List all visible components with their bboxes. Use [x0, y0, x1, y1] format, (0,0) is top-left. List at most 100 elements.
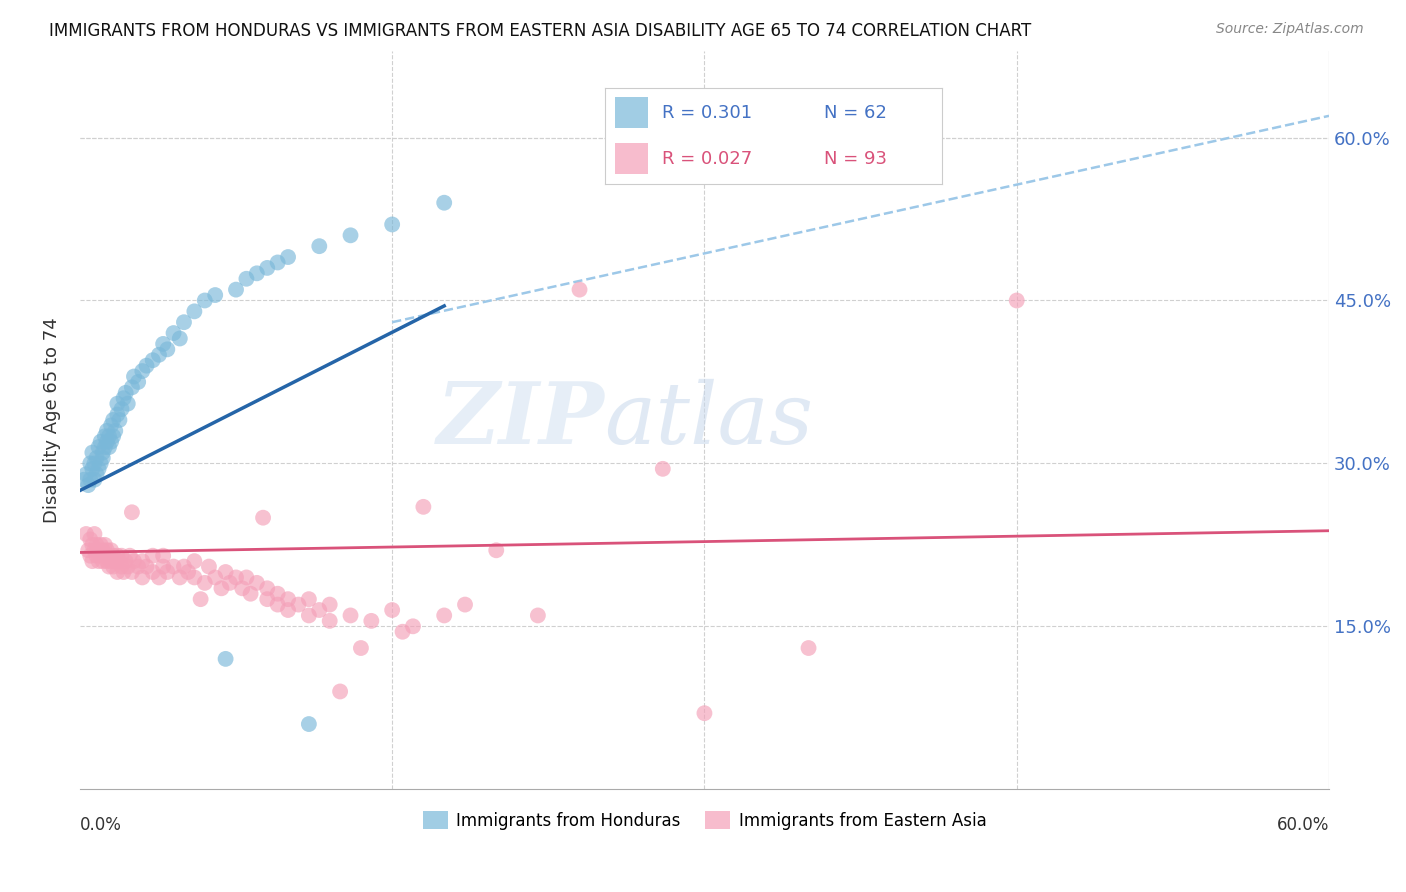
Point: [105, 408, 128, 422]
Point: [87, 543, 110, 558]
Point: [454, 598, 477, 612]
Point: [381, 218, 404, 232]
Point: [651, 462, 673, 476]
Point: [79, 456, 101, 470]
Point: [135, 359, 157, 373]
Point: [252, 510, 274, 524]
Point: [100, 434, 122, 449]
Point: [339, 608, 361, 623]
Point: [527, 608, 550, 623]
Point: [214, 565, 236, 579]
Point: [118, 549, 141, 563]
Point: [98, 429, 121, 443]
Point: [91, 543, 114, 558]
Point: [162, 326, 184, 340]
Point: [152, 549, 174, 563]
Point: [298, 717, 321, 731]
Point: [91, 554, 114, 568]
Point: [121, 380, 143, 394]
Point: [266, 587, 288, 601]
Point: [433, 608, 456, 623]
Point: [131, 570, 153, 584]
Point: [162, 559, 184, 574]
Point: [194, 575, 217, 590]
Point: [152, 559, 174, 574]
Point: [246, 575, 269, 590]
Point: [117, 397, 139, 411]
Point: [287, 598, 309, 612]
Point: [110, 549, 132, 563]
Point: [112, 565, 135, 579]
Point: [79, 549, 101, 563]
Point: [83, 456, 105, 470]
Point: [105, 397, 128, 411]
Text: ZIP: ZIP: [437, 378, 605, 462]
Point: [98, 440, 121, 454]
Point: [412, 500, 434, 514]
Point: [381, 603, 404, 617]
Point: [235, 570, 257, 584]
Point: [298, 592, 321, 607]
Point: [235, 272, 257, 286]
Point: [256, 260, 278, 275]
Point: [86, 450, 108, 465]
Point: [77, 478, 100, 492]
Point: [122, 554, 145, 568]
Point: [308, 603, 330, 617]
Point: [266, 255, 288, 269]
Text: IMMIGRANTS FROM HONDURAS VS IMMIGRANTS FROM EASTERN ASIA DISABILITY AGE 65 TO 74: IMMIGRANTS FROM HONDURAS VS IMMIGRANTS F…: [49, 22, 1032, 40]
Point: [485, 543, 508, 558]
Point: [402, 619, 425, 633]
Point: [256, 582, 278, 596]
Point: [131, 554, 153, 568]
Point: [156, 565, 179, 579]
Point: [101, 549, 124, 563]
Point: [79, 533, 101, 547]
Point: [117, 559, 139, 574]
Point: [100, 554, 122, 568]
Point: [225, 570, 247, 584]
Point: [246, 266, 269, 280]
Point: [83, 473, 105, 487]
Point: [121, 505, 143, 519]
Point: [169, 570, 191, 584]
Point: [198, 559, 221, 574]
Point: [266, 598, 288, 612]
Point: [277, 603, 299, 617]
Point: [156, 343, 179, 357]
Point: [131, 364, 153, 378]
Point: [360, 614, 382, 628]
Point: [82, 445, 104, 459]
Point: [148, 570, 170, 584]
Text: 0.0%: 0.0%: [80, 816, 122, 834]
Point: [101, 413, 124, 427]
Point: [73, 473, 96, 487]
Point: [183, 304, 205, 318]
Text: Source: ZipAtlas.com: Source: ZipAtlas.com: [1216, 22, 1364, 37]
Point: [318, 614, 340, 628]
Point: [204, 570, 226, 584]
Point: [114, 554, 136, 568]
Point: [96, 424, 118, 438]
Point: [190, 592, 212, 607]
Point: [183, 554, 205, 568]
Point: [1005, 293, 1028, 308]
Point: [204, 288, 226, 302]
Point: [194, 293, 217, 308]
Point: [98, 549, 121, 563]
Point: [277, 592, 299, 607]
Point: [127, 375, 149, 389]
Point: [218, 575, 240, 590]
Point: [94, 538, 117, 552]
Point: [105, 549, 128, 563]
Point: [83, 527, 105, 541]
Point: [100, 418, 122, 433]
Point: [308, 239, 330, 253]
Point: [79, 473, 101, 487]
Point: [239, 587, 262, 601]
Point: [148, 348, 170, 362]
Legend: Immigrants from Honduras, Immigrants from Eastern Asia: Immigrants from Honduras, Immigrants fro…: [416, 805, 993, 837]
Point: [75, 527, 97, 541]
Point: [94, 549, 117, 563]
Point: [209, 582, 232, 596]
